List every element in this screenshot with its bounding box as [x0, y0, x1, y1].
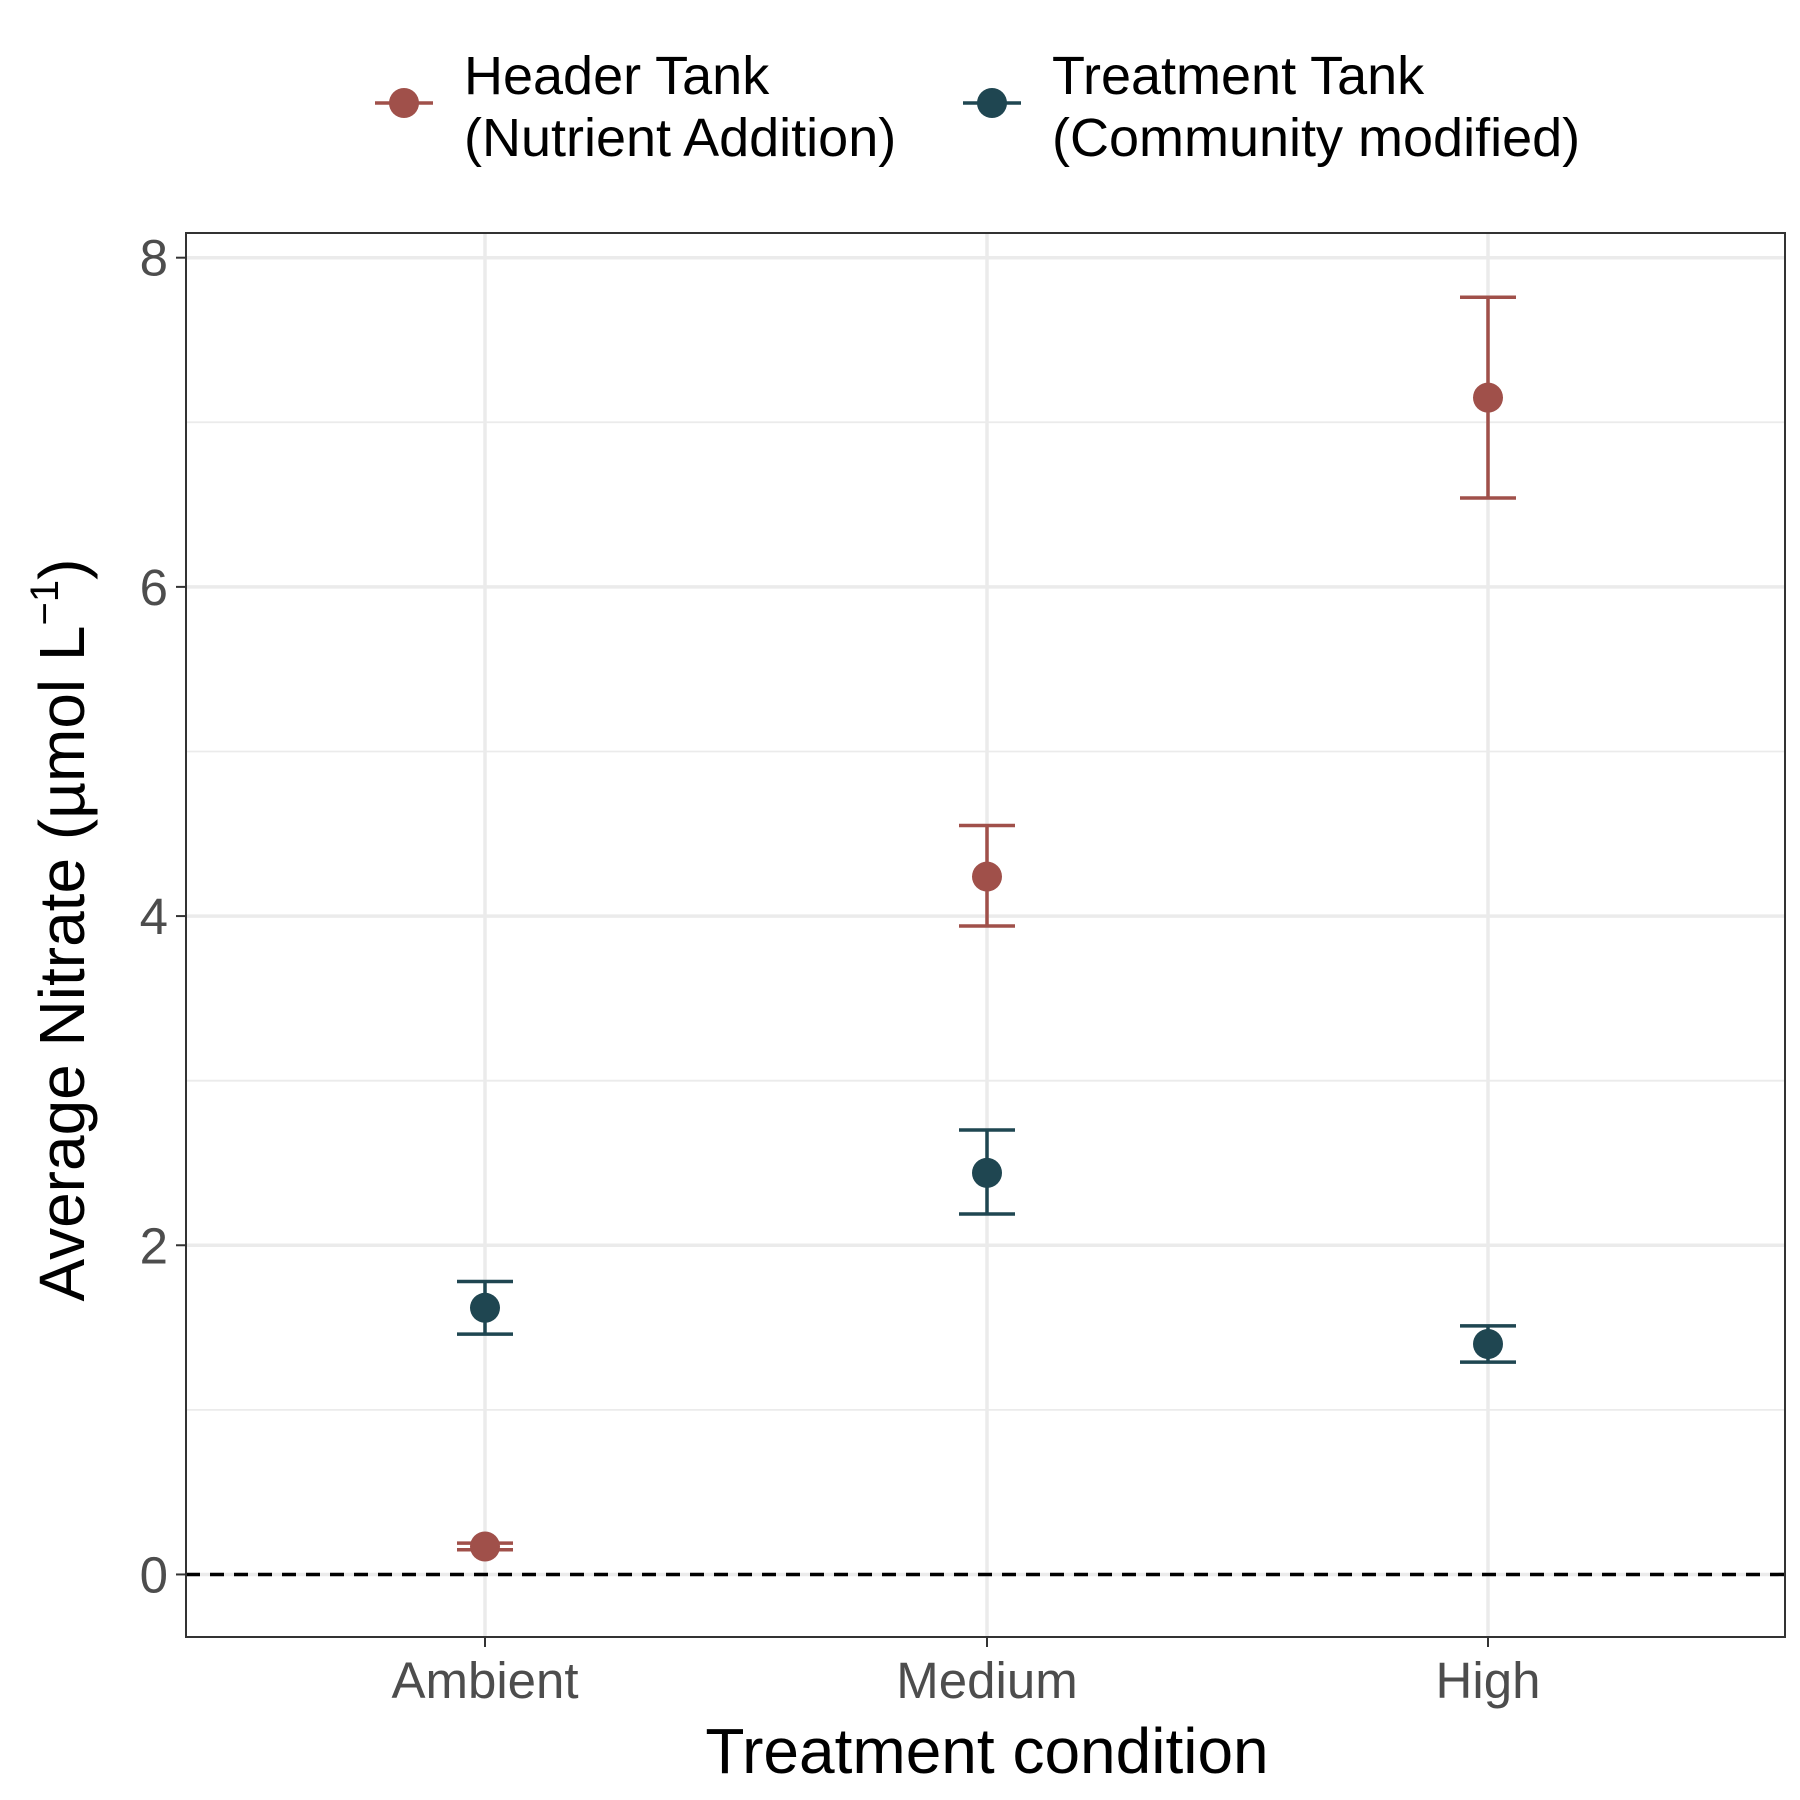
- x-axis: Ambient Medium High: [391, 1637, 1540, 1709]
- x-tick-label: Medium: [896, 1652, 1077, 1709]
- series-0: [457, 295, 1516, 1562]
- legend-item-header-tank: Header Tank (Nutrient Addition): [375, 46, 896, 168]
- legend-key-point-treatment-tank: [977, 88, 1007, 118]
- x-tick-label: High: [1436, 1652, 1541, 1709]
- y-axis-title: Average Nitrate (µmol L−1): [23, 559, 98, 1302]
- legend-label-treatment-tank-line1: Treatment Tank: [1052, 46, 1425, 106]
- data-point-high: [1473, 1329, 1503, 1360]
- data-series: [457, 295, 1516, 1562]
- y-tick-label: 6: [140, 559, 168, 616]
- legend-label-header-tank-line1: Header Tank: [464, 46, 770, 106]
- y-tick-label: 2: [140, 1217, 168, 1274]
- y-tick-label: 4: [140, 888, 168, 945]
- data-point-high: [1473, 382, 1503, 413]
- y-tick-label: 0: [140, 1546, 168, 1603]
- data-point-medium: [972, 1157, 1002, 1188]
- data-point-medium: [972, 861, 1002, 892]
- y-tick-label: 8: [140, 230, 168, 287]
- legend: Header Tank (Nutrient Addition) Treatmen…: [375, 46, 1580, 168]
- legend-key-point-header-tank: [389, 88, 419, 118]
- x-axis-title: Treatment condition: [705, 1715, 1268, 1787]
- legend-label-treatment-tank-line2: (Community modified): [1052, 108, 1580, 168]
- legend-item-treatment-tank: Treatment Tank (Community modified): [963, 46, 1580, 168]
- data-point-ambient: [470, 1531, 500, 1562]
- legend-label-header-tank-line2: (Nutrient Addition): [464, 108, 896, 168]
- y-axis-title-main: Average Nitrate (µmol L: [26, 625, 98, 1301]
- y-axis: 0 2 4 6 8: [140, 230, 186, 1603]
- panel-border: [185, 232, 1786, 1638]
- y-axis-title-superscript: −1: [23, 580, 67, 626]
- x-tick-label: Ambient: [391, 1652, 578, 1709]
- y-axis-title-close: ): [26, 559, 98, 580]
- data-point-ambient: [470, 1292, 500, 1323]
- grid: [186, 233, 1785, 1637]
- series-1: [457, 1128, 1516, 1364]
